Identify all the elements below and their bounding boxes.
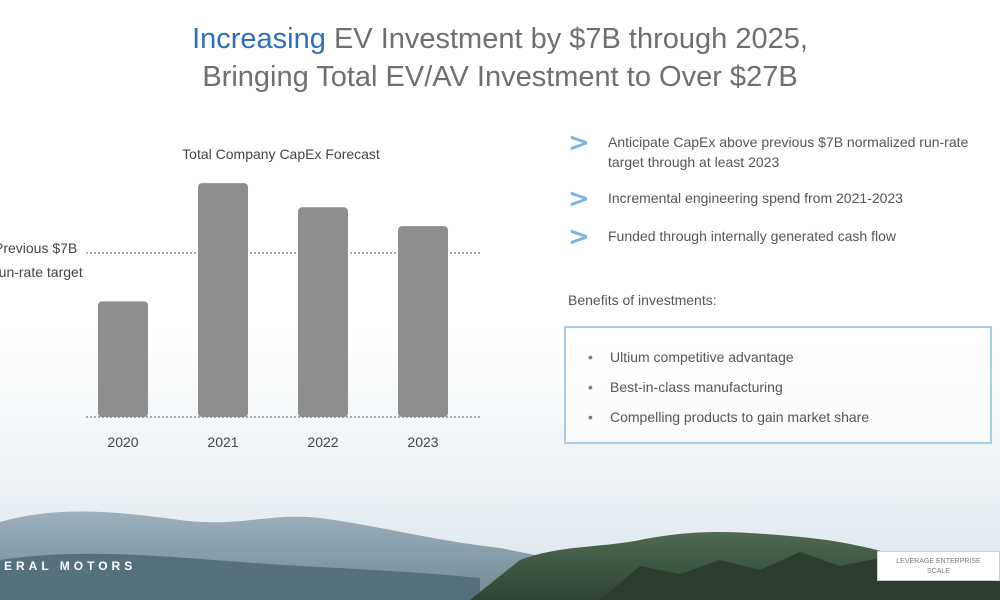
- title-accent: Increasing: [192, 23, 326, 55]
- section-badge: LEVERAGE ENTERPRISE SCALE: [877, 551, 1000, 581]
- bar-2023: [398, 226, 448, 417]
- title-line2: Bringing Total EV/AV Investment to Over …: [202, 61, 798, 93]
- benefits-list: Ultium competitive advantage Best-in-cla…: [566, 328, 990, 432]
- key-point: > Anticipate CapEx above previous $7B no…: [568, 128, 988, 172]
- chevron-right-icon: >: [568, 184, 590, 214]
- bar-2021: [198, 183, 248, 417]
- chevron-right-icon: >: [568, 222, 590, 252]
- key-point: > Incremental engineering spend from 202…: [568, 184, 988, 214]
- brand-wordmark: ERAL MOTORS: [4, 559, 137, 573]
- reference-line-label: Previous $7B run-rate target: [0, 240, 83, 280]
- chart-title: Total Company CapEx Forecast: [182, 146, 380, 162]
- x-tick-label-2023: 2023: [407, 434, 438, 450]
- benefits-box: Ultium competitive advantage Best-in-cla…: [564, 326, 992, 444]
- title-line1: EV Investment by $7B through 2025,: [325, 23, 808, 55]
- x-tick-label-2021: 2021: [207, 434, 238, 450]
- key-point-text: Incremental engineering spend from 2021-…: [608, 190, 903, 206]
- badge-line2: SCALE: [927, 568, 950, 575]
- bar-2022: [298, 207, 348, 417]
- benefit-item: Compelling products to gain market share: [588, 402, 990, 432]
- slide-title: Increasing EV Investment by $7B through …: [0, 20, 1000, 96]
- capex-bar-chart: 2020 2021 2022 2023: [86, 183, 480, 450]
- key-point-text: Funded through internally generated cash…: [608, 228, 896, 244]
- key-points-list: > Anticipate CapEx above previous $7B no…: [568, 128, 988, 264]
- badge-line1: LEVERAGE ENTERPRISE: [896, 558, 981, 565]
- key-point: > Funded through internally generated ca…: [568, 222, 988, 252]
- key-point-text: Anticipate CapEx above previous $7B norm…: [608, 134, 969, 170]
- benefit-item: Ultium competitive advantage: [588, 342, 990, 372]
- benefits-heading: Benefits of investments:: [568, 292, 717, 308]
- bar-2020: [98, 301, 148, 417]
- chevron-right-icon: >: [568, 128, 590, 158]
- x-tick-label-2022: 2022: [307, 434, 338, 450]
- benefit-item: Best-in-class manufacturing: [588, 372, 990, 402]
- x-tick-label-2020: 2020: [107, 434, 138, 450]
